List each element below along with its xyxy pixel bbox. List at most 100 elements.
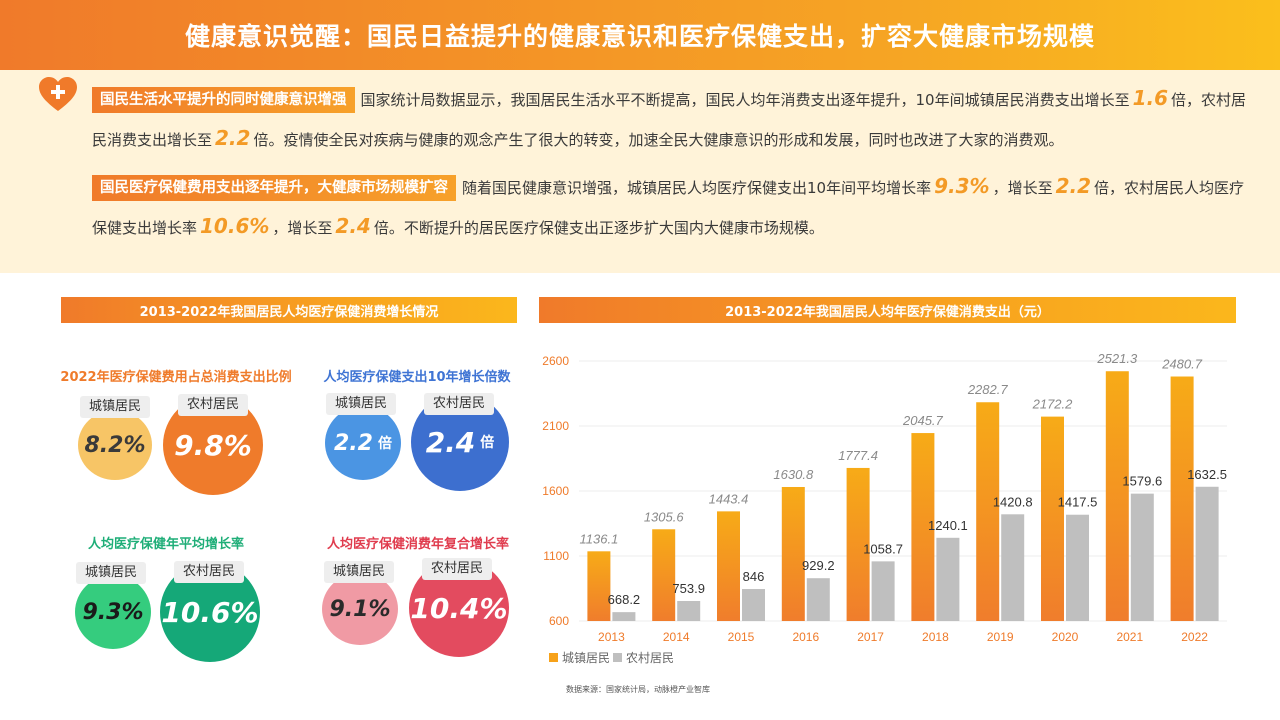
intro-text: 倍，农村居民人均医疗保健支出增长率 [92,179,1245,237]
highlight-number: 2.4 [335,214,371,238]
data-label-urban: 1136.1 [580,531,619,546]
x-tick-label: 2013 [598,630,625,644]
intro-text: 随着国民健康意识增强，城镇居民人均医疗保健支出10年间平均增长率 [462,179,932,197]
intro-tag-2: 国民医疗保健费用支出逐年提升，大健康市场规模扩容 [92,175,456,201]
bar-urban [587,551,611,621]
rural-label: 农村居民 [174,561,245,583]
highlight-number: 2.2 [1055,174,1092,198]
bar-urban [1041,416,1064,621]
data-label-urban: 2521.3 [1096,351,1138,366]
intro-text: 倍。不断提升的居民医疗保健支出正逐步扩大国内大健康市场规模。 [373,219,824,237]
stat-block-title: 人均医疗保健支出10年增长倍数 [323,370,511,385]
bar-urban [976,402,1000,621]
data-label-rural: 668.2 [608,592,641,607]
bar-rural [1066,514,1089,621]
data-source: 数据来源：国家统计局，动脉橙产业智库 [566,685,710,694]
intro-text: 倍。疫情使全民对疾病与健康的观念产生了很大的转变，加速全民大健康意识的形成和发展… [253,131,1064,149]
unit-label: 倍 [377,436,392,452]
data-label-urban: 1305.6 [644,509,685,524]
rural-label: 农村居民 [422,558,493,580]
legend-label: 城镇居民 [562,651,610,665]
y-tick-label: 2600 [542,354,569,368]
legend-swatch [613,653,622,662]
stat-block-title: 2022年医疗保健费用占总消费支出比例 [60,370,292,385]
page-title: 健康意识觉醒：国民日益提升的健康意识和医疗保健支出，扩容大健康市场规模 [0,0,1280,70]
urban-value-circle: 2.2 倍 [325,406,401,480]
x-tick-label: 2019 [987,630,1014,644]
intro-text: 国家统计局数据显示，我国居民生活水平不断提高，国民人均年消费支出逐年提升，10年… [360,91,1130,109]
y-tick-label: 1100 [543,549,569,563]
urban-value: 9.3% [82,599,144,625]
data-label-rural: 1240.1 [928,518,968,533]
bar-rural [677,600,701,621]
x-tick-label: 2016 [792,630,819,644]
urban-label: 城镇居民 [326,393,397,415]
unit-label: 倍 [480,435,495,451]
data-label-urban: 1630.8 [773,467,814,482]
urban-label: 城镇居民 [80,396,151,418]
urban-value-circle: 9.3% [75,575,151,649]
bar-chart: 600 1100 1600 2100 2600 1136.1 668.2 2013 1305.6… [542,351,1227,665]
bar-urban [717,511,740,621]
data-label-rural: 929.2 [802,558,835,573]
highlight-number: 9.3% [934,174,990,198]
data-label-rural: 846 [743,569,765,584]
rural-label: 农村居民 [424,393,495,415]
rural-value: 10.4% [410,591,508,625]
data-label-rural: 753.9 [672,581,705,596]
intro-paragraph-1: 国民生活水平提升的同时健康意识增强 国家统计局数据显示，我国居民生活水平不断提高，… [92,79,1252,159]
bar-rural [806,578,830,621]
intro-tag-1: 国民生活水平提升的同时健康意识增强 [92,87,355,113]
data-label-urban: 1443.4 [709,491,749,506]
data-label-rural: 1632.5 [1187,467,1227,482]
intro-paragraph-2: 国民医疗保健费用支出逐年提升，大健康市场规模扩容 随着国民健康意识增强，城镇居民人… [92,167,1252,247]
rural-label: 农村居民 [178,394,249,416]
urban-value-circle: 9.1% [322,573,398,645]
heart-plus-icon [39,77,77,111]
bar-urban [781,486,805,621]
data-label-rural: 1058.7 [863,541,903,556]
x-tick-label: 2020 [1052,630,1079,644]
x-tick-label: 2014 [663,630,690,644]
data-label-urban: 2480.7 [1161,357,1203,372]
rural-value: 10.6% [161,595,259,629]
rural-value: 9.8% [174,428,252,462]
highlight-number: 10.6% [200,214,270,238]
bar-urban [1105,371,1129,621]
bar-rural [1195,486,1219,621]
bar-urban [652,529,676,621]
data-label-urban: 2045.7 [902,413,944,428]
data-label-rural: 1417.5 [1058,495,1098,510]
urban-label: 城镇居民 [324,561,395,583]
x-tick-label: 2018 [922,630,949,644]
bar-urban [1170,376,1194,621]
bar-rural [1130,493,1154,621]
data-label-urban: 1777.4 [838,448,878,463]
urban-value: 8.2% [84,432,146,458]
intro-text: ，增长至 [272,219,333,237]
highlight-number: 2.2 [215,126,251,150]
x-tick-label: 2022 [1181,630,1208,644]
bar-urban [911,433,935,621]
y-tick-label: 2100 [542,419,569,433]
data-label-urban: 2282.7 [967,382,1009,397]
data-label-rural: 1420.8 [993,494,1033,509]
bar-urban [846,467,870,621]
urban-value: 9.1% [329,596,391,622]
stat-block-title: 人均医疗保健消费年复合增长率 [326,537,509,552]
bar-rural [936,537,960,621]
stat-block-title: 人均医疗保健年平均增长率 [87,537,244,552]
chart-title: 2013-2022年我国居民人均年医疗保健消费支出（元） [539,297,1236,323]
y-tick-label: 1600 [542,484,569,498]
bar-rural [1001,514,1025,621]
intro-text: 倍，农村居民消费支出增长至 [92,91,1247,149]
rural-value: 2.4 [425,425,476,459]
intro-text: ，增长至 [992,179,1053,197]
bar-rural [742,589,765,621]
left-panel-title: 2013-2022年我国居民人均医疗保健消费增长情况 [61,297,517,323]
x-tick-label: 2021 [1116,630,1143,644]
y-tick-label: 600 [549,614,569,628]
urban-value: 2.2 [334,430,373,456]
bar-rural [871,561,895,621]
